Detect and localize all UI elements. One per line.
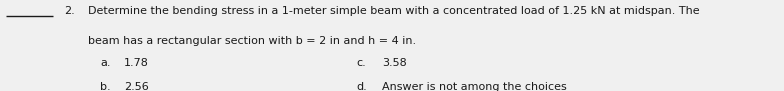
Text: c.: c.	[357, 58, 366, 68]
Text: 1.78: 1.78	[124, 58, 149, 68]
Text: Determine the bending stress in a 1-meter simple beam with a concentrated load o: Determine the bending stress in a 1-mete…	[88, 6, 699, 16]
Text: b.: b.	[100, 82, 111, 91]
Text: 2.: 2.	[64, 6, 75, 16]
Text: a.: a.	[100, 58, 111, 68]
Text: 3.58: 3.58	[382, 58, 407, 68]
Text: beam has a rectangular section with b = 2 in and h = 4 in.: beam has a rectangular section with b = …	[88, 36, 416, 46]
Text: 2.56: 2.56	[124, 82, 149, 91]
Text: Answer is not among the choices: Answer is not among the choices	[382, 82, 567, 91]
Text: d.: d.	[357, 82, 368, 91]
